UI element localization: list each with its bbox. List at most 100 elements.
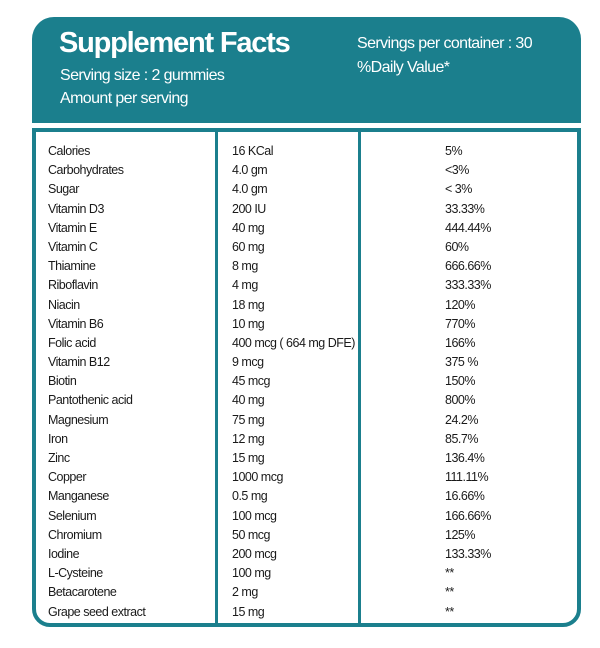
nutrient-name: Selenium bbox=[48, 508, 97, 523]
nutrient-rows: Calories 16 KCal 5% Carbohydrates 4.0 gm <3% S… bbox=[36, 142, 577, 622]
nutrient-amount: 200 IU bbox=[232, 201, 266, 216]
table-row: Thiamine 8 mg 666.66% bbox=[36, 257, 577, 276]
daily-value: 33.33% bbox=[445, 201, 485, 216]
daily-value: 444.44% bbox=[445, 220, 491, 235]
daily-value: 136.4% bbox=[445, 451, 485, 465]
table-row: Iron 12 mg 85.7% bbox=[36, 430, 577, 449]
nutrient-amount: 100 mcg bbox=[232, 508, 277, 523]
table-row: Pantothenic acid 40 mg 800% bbox=[36, 391, 577, 410]
nutrient-name: L-Cysteine bbox=[48, 566, 103, 581]
daily-value: 166% bbox=[445, 335, 475, 350]
nutrient-amount: 8 mg bbox=[232, 259, 258, 274]
table-row: Sugar 4.0 gm < 3% bbox=[36, 180, 577, 199]
daily-value: 111.11% bbox=[445, 470, 489, 485]
daily-value: 24.2% bbox=[445, 412, 478, 427]
nutrient-name: Grape seed extract bbox=[48, 604, 146, 619]
page-title: Supplement Facts bbox=[59, 27, 291, 59]
daily-value: 60% bbox=[445, 239, 469, 254]
nutrient-name: Vitamin B6 bbox=[48, 316, 104, 331]
serving-size: Serving size : 2 gummies bbox=[60, 67, 225, 84]
daily-value: 333.33% bbox=[445, 278, 491, 293]
nutrient-amount: 12 mg bbox=[232, 431, 265, 446]
table-row: Niacin 18 mg 120% bbox=[36, 296, 577, 315]
nutrient-amount: 9 mcg bbox=[232, 355, 264, 370]
nutrient-amount: 45 mcg bbox=[232, 374, 271, 389]
daily-value: 133.33% bbox=[445, 546, 491, 561]
nutrient-amount: 2 mg bbox=[232, 585, 258, 600]
table-row: Magnesium 75 mg 24.2% bbox=[36, 411, 577, 430]
nutrient-name: Betacarotene bbox=[48, 585, 117, 600]
daily-value: ** bbox=[445, 566, 454, 581]
daily-value: 5% bbox=[445, 144, 463, 158]
nutrient-name: Copper bbox=[48, 470, 87, 485]
nutrient-name: Sugar bbox=[48, 182, 79, 197]
nutrient-name: Riboflavin bbox=[48, 278, 98, 293]
nutrient-amount: 15 mg bbox=[232, 451, 265, 465]
nutrient-amount: 0.5 mg bbox=[232, 489, 268, 504]
nutrient-amount: 40 mg bbox=[232, 393, 265, 408]
daily-value: 166.66% bbox=[445, 508, 491, 523]
daily-value: ** bbox=[445, 604, 454, 619]
nutrient-name: Biotin bbox=[48, 374, 77, 389]
nutrient-amount: 100 mg bbox=[232, 566, 271, 581]
table-row: Vitamin E 40 mg 444.44% bbox=[36, 219, 577, 238]
daily-value: 16.66% bbox=[445, 489, 485, 504]
nutrient-amount: 50 mcg bbox=[232, 527, 271, 542]
amount-per-serving: Amount per serving bbox=[60, 90, 189, 107]
nutrient-amount: 4 mg bbox=[232, 278, 258, 293]
table-row: Carbohydrates 4.0 gm <3% bbox=[36, 161, 577, 180]
nutrient-amount: 1000 mcg bbox=[232, 470, 283, 485]
table-row: Vitamin D3 200 IU 33.33% bbox=[36, 200, 577, 219]
nutrient-name: Vitamin B12 bbox=[48, 355, 110, 370]
table-row: Folic acid 400 mcg ( 664 mg DFE) 166% bbox=[36, 334, 577, 353]
nutrient-amount: 40 mg bbox=[232, 220, 265, 235]
daily-value: 125% bbox=[445, 527, 475, 542]
nutrient-name: Calories bbox=[48, 144, 90, 158]
nutrient-amount: 200 mcg bbox=[232, 546, 277, 561]
nutrient-amount: 4.0 gm bbox=[232, 182, 268, 197]
servings-per-container: Servings per container : 30 bbox=[357, 35, 533, 52]
daily-value: < 3% bbox=[445, 182, 472, 197]
daily-value: 770% bbox=[445, 316, 475, 331]
daily-value: ** bbox=[445, 585, 454, 600]
nutrient-amount: 16 KCal bbox=[232, 144, 273, 158]
table-row: Calories 16 KCal 5% bbox=[36, 142, 577, 161]
nutrient-name: Chromium bbox=[48, 527, 102, 542]
nutrient-name: Iron bbox=[48, 431, 68, 446]
nutrient-name: Vitamin C bbox=[48, 239, 98, 254]
nutrient-name: Pantothenic acid bbox=[48, 393, 133, 408]
table-row: Grape seed extract 15 mg ** bbox=[36, 603, 577, 622]
nutrient-amount: 400 mcg ( 664 mg DFE) bbox=[232, 335, 355, 350]
daily-value: 666.66% bbox=[445, 259, 491, 274]
table-row: Zinc 15 mg 136.4% bbox=[36, 449, 577, 468]
nutrient-name: Manganese bbox=[48, 489, 109, 504]
nutrient-name: Niacin bbox=[48, 297, 80, 312]
nutrient-name: Vitamin E bbox=[48, 220, 97, 235]
nutrient-amount: 4.0 gm bbox=[232, 163, 268, 178]
table-row: Vitamin B12 9 mcg 375 % bbox=[36, 353, 577, 372]
table-row: Betacarotene 2 mg ** bbox=[36, 583, 577, 602]
nutrient-amount: 60 mg bbox=[232, 239, 265, 254]
daily-value: <3% bbox=[445, 163, 469, 178]
nutrient-name: Zinc bbox=[48, 451, 70, 465]
nutrient-table: Calories 16 KCal 5% Carbohydrates 4.0 gm <3% S… bbox=[32, 128, 581, 627]
table-row: Copper 1000 mcg 111.11% bbox=[36, 468, 577, 487]
table-row: Selenium 100 mcg 166.66% bbox=[36, 507, 577, 526]
nutrient-name: Folic acid bbox=[48, 335, 96, 350]
nutrient-amount: 75 mg bbox=[232, 412, 265, 427]
table-row: Manganese 0.5 mg 16.66% bbox=[36, 487, 577, 506]
nutrient-name: Iodine bbox=[48, 546, 80, 561]
nutrient-amount: 15 mg bbox=[232, 604, 265, 619]
nutrient-amount: 10 mg bbox=[232, 316, 265, 331]
table-row: Riboflavin 4 mg 333.33% bbox=[36, 276, 577, 295]
nutrient-amount: 18 mg bbox=[232, 297, 265, 312]
daily-value: 85.7% bbox=[445, 431, 478, 446]
nutrient-name: Thiamine bbox=[48, 259, 96, 274]
daily-value: 120% bbox=[445, 297, 475, 312]
daily-value: 800% bbox=[445, 393, 475, 408]
nutrient-name: Magnesium bbox=[48, 412, 109, 427]
nutrient-name: Carbohydrates bbox=[48, 163, 124, 178]
nutrient-name: Vitamin D3 bbox=[48, 201, 104, 216]
daily-value: 375 % bbox=[445, 355, 478, 370]
table-row: Vitamin C 60 mg 60% bbox=[36, 238, 577, 257]
